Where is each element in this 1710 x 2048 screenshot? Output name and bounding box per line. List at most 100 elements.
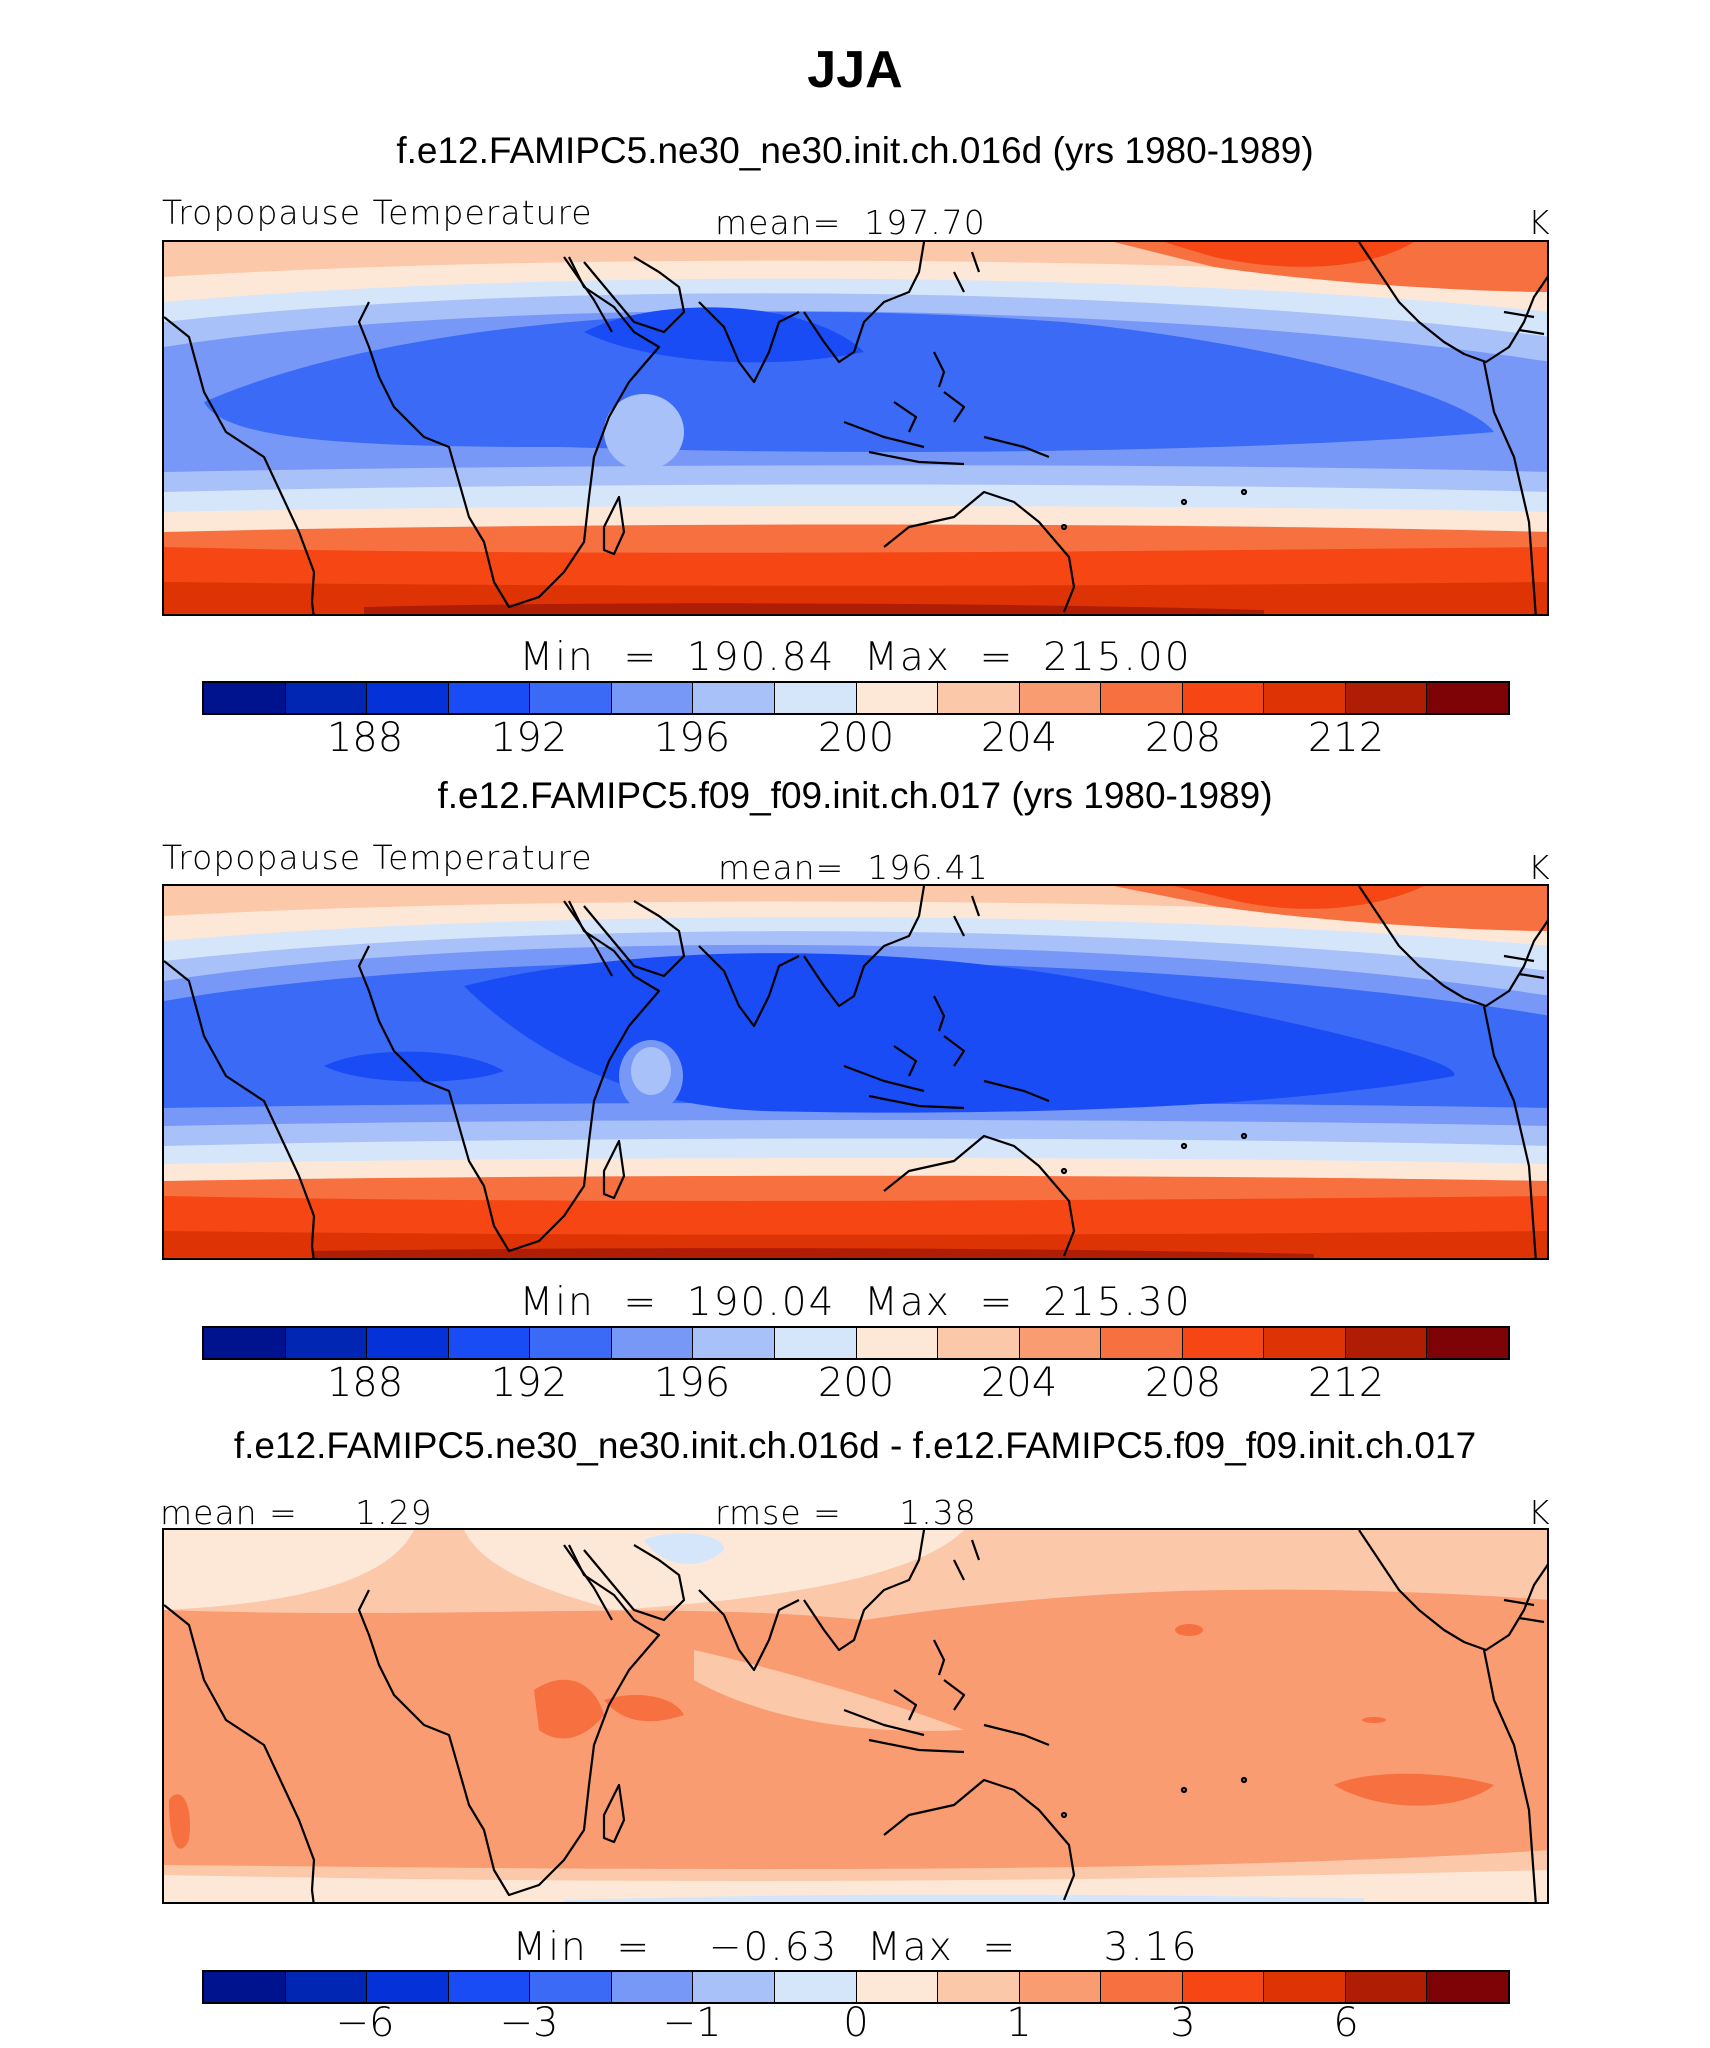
colorbar-cell — [938, 1328, 1020, 1358]
colorbar-cell — [611, 1972, 694, 2002]
colorbar-cell — [530, 1328, 612, 1358]
colorbar-cell — [1345, 1972, 1428, 2002]
colorbar-cell — [448, 1972, 531, 2002]
colorbar-cell — [1427, 1328, 1508, 1358]
panel1-colorbar — [202, 681, 1510, 715]
colorbar-cell — [693, 1328, 775, 1358]
panel1-variable-label: Tropopause Temperature — [162, 193, 593, 232]
panel2-colorbar-ticks: 188 192 196 200 204 208 212 — [0, 1360, 1710, 1410]
colorbar-cell — [693, 683, 775, 713]
colorbar-cell — [204, 683, 286, 713]
panel3-warm-pacific — [1334, 1773, 1494, 1806]
panel2-minmax: Min = 190.04 Max = 215.30 — [519, 1280, 1192, 1325]
panel1-tick-label: 204 — [980, 715, 1058, 761]
panel1-hot-cap — [1164, 242, 1414, 267]
panel1-light-spot — [604, 394, 684, 470]
panel2-tick-label: 192 — [490, 1360, 568, 1406]
panel2-tick-label: 188 — [326, 1360, 404, 1406]
colorbar-cell — [611, 1328, 694, 1358]
colorbar-cell — [1019, 683, 1102, 713]
panel3-warm-south-america — [169, 1794, 190, 1849]
colorbar-cell — [774, 683, 857, 713]
panel3-fill-main — [164, 1589, 1547, 1870]
colorbar-cell — [938, 1972, 1020, 2002]
colorbar-cell — [938, 683, 1020, 713]
panel2-tick-label: 208 — [1144, 1360, 1222, 1406]
colorbar-cell — [530, 683, 612, 713]
colorbar-cell — [856, 1328, 939, 1358]
colorbar-cell — [285, 1972, 368, 2002]
panel3-tick-label: −6 — [335, 2000, 395, 2046]
panel3-warm-africa — [534, 1679, 604, 1739]
colorbar-cell — [1345, 1328, 1428, 1358]
panel2-case-title: f.e12.FAMIPC5.f09_f09.init.ch.017 (yrs 1… — [437, 775, 1273, 816]
colorbar-cell — [1427, 683, 1508, 713]
colorbar-cell — [1019, 1328, 1102, 1358]
panel3-rmse-label: rmse = 1.38 — [715, 1493, 977, 1532]
panel1-map — [162, 240, 1549, 616]
panel3-tick-label: 1 — [1006, 2000, 1032, 2046]
panel1-case-title: f.e12.FAMIPC5.ne30_ne30.init.ch.016d (yr… — [396, 130, 1314, 171]
colorbar-cell — [367, 1972, 449, 2002]
colorbar-cell — [1427, 1972, 1508, 2002]
panel3-mean-label: mean = 1.29 — [160, 1493, 433, 1532]
panel2-tick-label: 204 — [980, 1360, 1058, 1406]
panel2-band-deep — [464, 953, 1455, 1113]
colorbar-cell — [611, 683, 694, 713]
panel1-band-blue — [204, 311, 1494, 452]
panel1-tick-label: 208 — [1144, 715, 1222, 761]
panel1-tick-label: 196 — [653, 715, 731, 761]
panel1-tick-label: 188 — [326, 715, 404, 761]
panel1-band-south-0 — [364, 603, 1264, 614]
colorbar-cell — [285, 1328, 368, 1358]
panel3-cool-spot — [644, 1533, 724, 1564]
panel2-map — [162, 884, 1549, 1260]
panel3-light-tongue — [694, 1650, 964, 1731]
colorbar-cell — [1101, 683, 1183, 713]
panel2-colorbar — [202, 1326, 1510, 1360]
colorbar-cell — [448, 1328, 531, 1358]
colorbar-cell — [1264, 1972, 1346, 2002]
panel3-light-west — [164, 1530, 414, 1610]
colorbar-cell — [1182, 1328, 1265, 1358]
colorbar-cell — [774, 1972, 857, 2002]
colorbar-cell — [204, 1328, 286, 1358]
colorbar-cell — [367, 683, 449, 713]
colorbar-cell — [1101, 1972, 1183, 2002]
colorbar-cell — [1264, 1328, 1346, 1358]
panel3-tick-label: 3 — [1170, 2000, 1196, 2046]
panel1-units-label: K — [1528, 203, 1551, 242]
colorbar-cell — [285, 683, 368, 713]
colorbar-cell — [1182, 683, 1265, 713]
panel3-tick-label: −3 — [499, 2000, 559, 2046]
panel3-minmax: Min = −0.63 Max = 3.16 — [512, 1925, 1199, 1970]
panel3-tick-label: −1 — [662, 2000, 722, 2046]
panel1-minmax: Min = 190.84 Max = 215.00 — [519, 635, 1192, 680]
colorbar-cell — [856, 683, 939, 713]
main-title: JJA — [807, 41, 903, 99]
panel2-units-label: K — [1528, 848, 1551, 887]
panel1-mean-label: mean= 197.70 — [715, 203, 986, 242]
panel2-tick-label: 212 — [1307, 1360, 1385, 1406]
panel1-tick-label: 200 — [817, 715, 895, 761]
panel3-colorbar — [202, 1970, 1510, 2004]
panel3-cool-south — [564, 1894, 1364, 1902]
colorbar-cell — [367, 1328, 449, 1358]
panel3-warm-strip — [1362, 1717, 1386, 1723]
panel3-case-title: f.e12.FAMIPC5.ne30_ne30.init.ch.016d - f… — [233, 1425, 1477, 1466]
colorbar-cell — [1182, 1972, 1265, 2002]
panel1-tick-label: 212 — [1307, 715, 1385, 761]
colorbar-cell — [1345, 683, 1428, 713]
panel2-variable-label: Tropopause Temperature — [162, 838, 593, 877]
colorbar-cell — [774, 1328, 857, 1358]
panel2-tick-label: 200 — [817, 1360, 895, 1406]
panel3-warm-arm — [604, 1695, 684, 1722]
panel1-colorbar-ticks: 188 192 196 200 204 208 212 — [0, 715, 1710, 765]
panel3-tick-label: 6 — [1333, 2000, 1359, 2046]
panel1-band-deep — [584, 307, 864, 363]
panel3-units-label: K — [1528, 1493, 1551, 1532]
panel3-tick-label: 0 — [843, 2000, 869, 2046]
colorbar-cell — [204, 1972, 286, 2002]
panel2-deep-west — [324, 1051, 504, 1082]
colorbar-cell — [1264, 683, 1346, 713]
